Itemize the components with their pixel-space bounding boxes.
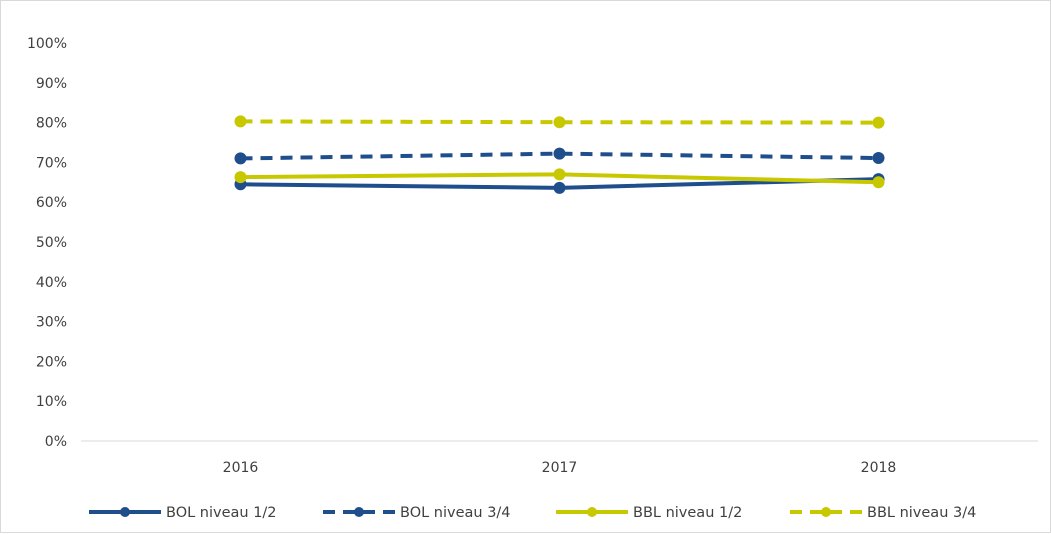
data-point — [872, 176, 885, 189]
data-point — [553, 181, 566, 194]
legend-item: BBL niveau 1/2 — [556, 505, 742, 521]
series-3 — [234, 168, 885, 189]
series-line — [240, 151, 879, 161]
x-tick-label: 2017 — [542, 460, 578, 476]
y-tick-label: 0% — [45, 434, 67, 450]
data-point — [553, 116, 566, 129]
legend-item: BBL niveau 3/4 — [790, 505, 976, 521]
data-point — [553, 168, 566, 181]
legend-swatch-marker — [120, 507, 130, 517]
legend-swatch-marker — [587, 507, 597, 517]
legend-label: BOL niveau 1/2 — [166, 505, 277, 521]
legend-swatch-marker — [354, 507, 364, 517]
legend-item: BOL niveau 3/4 — [323, 505, 511, 521]
y-tick-label: 40% — [36, 275, 67, 291]
x-tick-label: 2016 — [223, 460, 259, 476]
data-point — [234, 115, 247, 128]
data-point — [872, 152, 885, 165]
y-tick-label: 70% — [36, 155, 67, 171]
series-2 — [234, 147, 885, 165]
y-axis-tick-labels: 0% 10% 20% 30% 40% 50% 60% 70% 80% 90% 100% — [27, 36, 67, 450]
data-point — [234, 152, 247, 165]
legend-label: BBL niveau 3/4 — [867, 505, 976, 521]
legend-item: BOL niveau 1/2 — [89, 505, 277, 521]
legend-swatch-marker — [821, 507, 831, 517]
y-tick-label: 100% — [27, 36, 67, 52]
data-point — [234, 171, 247, 184]
y-tick-label: 20% — [36, 354, 67, 370]
series-line — [240, 119, 879, 125]
y-tick-label: 60% — [36, 195, 67, 211]
x-axis-tick-labels: 2016 2017 2018 — [223, 460, 897, 476]
series-4 — [234, 115, 885, 129]
y-tick-label: 90% — [36, 76, 67, 92]
x-tick-label: 2018 — [861, 460, 897, 476]
legend: BOL niveau 1/2 BOL niveau 3/4 BBL niveau 1… — [89, 505, 976, 521]
y-tick-label: 10% — [36, 394, 67, 410]
y-tick-label: 30% — [36, 315, 67, 331]
legend-label: BBL niveau 1/2 — [633, 505, 742, 521]
data-point — [553, 147, 566, 160]
series-layer — [234, 115, 885, 194]
y-tick-label: 80% — [36, 116, 67, 132]
legend-label: BOL niveau 3/4 — [400, 505, 511, 521]
y-tick-label: 50% — [36, 235, 67, 251]
data-point — [872, 116, 885, 129]
